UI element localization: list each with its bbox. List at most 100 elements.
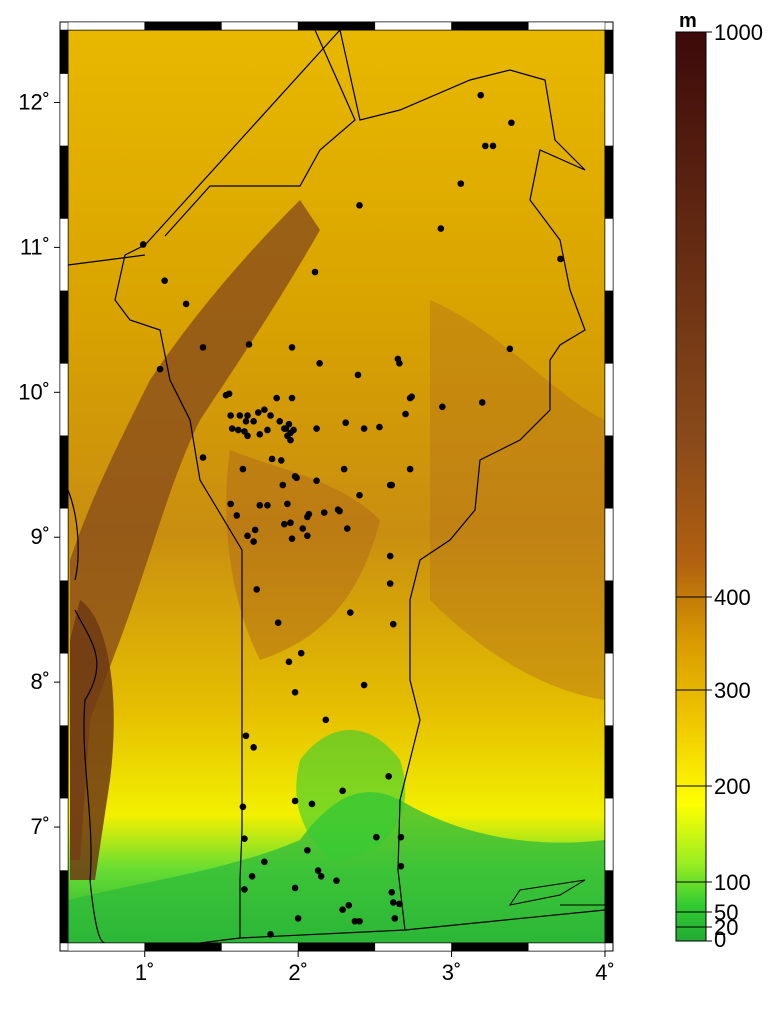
station-marker — [336, 507, 343, 515]
station-marker — [241, 886, 248, 893]
station-marker — [245, 341, 253, 348]
station-marker — [322, 716, 330, 724]
station-marker — [199, 344, 207, 351]
station-marker — [239, 803, 247, 811]
y-tick-label: 8˚ — [30, 669, 50, 694]
station-marker — [277, 457, 285, 464]
colorbar-tick-label: 50 — [714, 900, 738, 925]
y-tick-label: 7˚ — [30, 814, 50, 839]
station-marker — [311, 268, 319, 276]
station-marker — [264, 502, 271, 509]
station-marker — [276, 417, 284, 425]
station-marker — [291, 884, 299, 892]
station-marker — [314, 867, 322, 874]
station-marker — [199, 454, 207, 461]
station-marker — [261, 406, 268, 413]
colorbar-unit: m — [679, 10, 697, 32]
colorbar-tick-label: 200 — [714, 774, 751, 799]
x-tick-label: 3˚ — [442, 960, 462, 985]
colorbar-tick-label: 400 — [714, 585, 751, 610]
station-marker — [397, 862, 405, 870]
station-marker — [293, 474, 300, 482]
station-marker — [408, 393, 415, 400]
map-frame — [59, 21, 614, 952]
station-marker — [373, 833, 380, 841]
station-marker — [268, 455, 276, 463]
x-axis-ticks: 1˚ 2˚ 3˚ 4˚ — [135, 951, 615, 985]
station-marker — [279, 481, 287, 489]
station-marker — [386, 580, 394, 587]
station-marker — [316, 360, 323, 367]
station-marker — [242, 417, 250, 425]
station-marker — [225, 390, 233, 398]
station-marker — [478, 399, 486, 406]
station-marker — [356, 917, 363, 925]
station-marker — [304, 532, 311, 540]
elevation-relief — [68, 30, 605, 943]
station-marker — [402, 410, 409, 418]
station-marker — [388, 481, 396, 489]
station-marker — [394, 355, 402, 363]
station-marker — [386, 552, 394, 560]
station-marker — [291, 797, 299, 805]
station-marker — [389, 899, 397, 906]
station-marker — [244, 532, 251, 540]
station-marker — [254, 409, 262, 416]
station-marker — [356, 491, 363, 499]
station-marker — [297, 649, 305, 657]
station-marker — [489, 142, 497, 150]
station-marker — [244, 412, 251, 419]
station-marker — [281, 520, 288, 528]
station-markers — [139, 91, 564, 938]
station-marker — [299, 525, 307, 532]
station-marker — [287, 436, 294, 444]
station-marker — [250, 744, 257, 751]
station-marker — [320, 509, 328, 516]
station-marker — [248, 873, 256, 880]
station-marker — [388, 888, 396, 896]
station-marker — [347, 609, 354, 616]
station-marker — [288, 394, 296, 402]
y-tick-label: 11˚ — [20, 234, 50, 259]
station-marker — [557, 255, 564, 263]
station-marker — [333, 877, 340, 884]
station-marker — [182, 300, 190, 308]
station-marker — [291, 688, 299, 696]
station-marker — [294, 915, 302, 922]
station-marker — [242, 732, 250, 740]
station-marker — [351, 917, 359, 925]
x-tick-label: 2˚ — [288, 960, 308, 985]
station-marker — [250, 417, 257, 425]
station-marker — [385, 773, 392, 780]
station-marker — [244, 432, 251, 440]
station-marker — [287, 519, 294, 527]
station-marker — [391, 915, 399, 922]
station-marker — [139, 241, 147, 248]
y-tick-label: 9˚ — [30, 524, 50, 549]
station-marker — [274, 619, 282, 627]
station-marker — [360, 425, 368, 432]
station-marker — [241, 835, 248, 842]
station-marker — [250, 538, 257, 545]
station-marker — [477, 91, 485, 99]
station-marker — [343, 525, 351, 532]
station-marker — [284, 500, 291, 508]
x-tick-label: 4˚ — [595, 960, 615, 985]
station-marker — [273, 394, 280, 402]
station-marker — [506, 345, 514, 353]
station-marker — [253, 586, 261, 593]
station-marker — [340, 465, 348, 473]
station-marker — [376, 423, 383, 431]
x-tick-label: 1˚ — [135, 960, 155, 985]
colorbar-tick-label: 0 — [714, 927, 726, 952]
station-marker — [236, 412, 244, 419]
station-marker — [360, 681, 368, 689]
station-marker — [354, 371, 362, 379]
station-marker — [389, 620, 397, 628]
station-marker — [227, 500, 234, 508]
station-marker — [228, 425, 236, 432]
y-tick-label: 10˚ — [18, 379, 50, 404]
station-marker — [508, 119, 515, 127]
station-marker — [288, 535, 296, 542]
